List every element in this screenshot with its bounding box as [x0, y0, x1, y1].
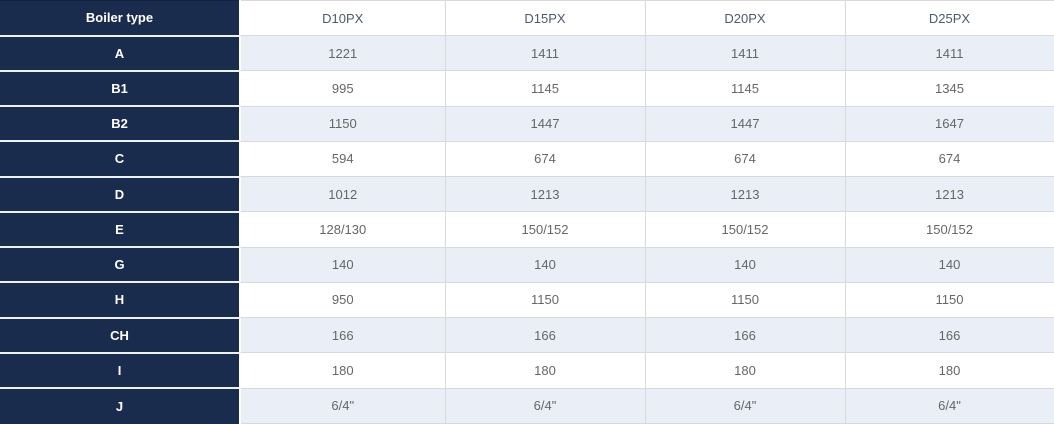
row-label-c: C	[0, 141, 241, 178]
cell-c-d15px: 674	[444, 140, 646, 178]
cell-j-d20px: 6/4"	[644, 387, 846, 424]
table-row-ch: CH 166 166 166 166	[0, 317, 1054, 354]
row-label-a: A	[0, 35, 241, 72]
cell-e-d25px: 150/152	[844, 211, 1054, 248]
table-row-b1: B1 995 1145 1145 1345	[0, 70, 1054, 108]
cell-b2-d20px: 1447	[644, 105, 846, 142]
row-label-e: E	[0, 211, 241, 249]
cell-c-d10px: 594	[239, 140, 446, 178]
cell-h-d20px: 1150	[644, 281, 846, 319]
cell-b2-d10px: 1150	[239, 105, 446, 142]
row-label-g: G	[0, 247, 241, 284]
table-row-d: D 1012 1213 1213 1213	[0, 176, 1054, 213]
row-label-ch: CH	[0, 317, 241, 354]
table-row-e: E 128/130 150/152 150/152 150/152	[0, 211, 1054, 249]
cell-a-d10px: 1221	[239, 34, 446, 72]
corner-header-boiler-type: Boiler type	[0, 0, 241, 37]
cell-ch-d15px: 166	[444, 317, 646, 354]
cell-h-d10px: 950	[239, 281, 446, 319]
cell-b2-d25px: 1647	[844, 105, 1054, 142]
cell-d-d25px: 1213	[844, 176, 1054, 213]
table-row-h: H 950 1150 1150 1150	[0, 281, 1054, 319]
cell-e-d10px: 128/130	[239, 211, 446, 248]
cell-a-d15px: 1411	[444, 34, 646, 72]
cell-i-d10px: 180	[239, 352, 446, 389]
cell-d-d10px: 1012	[239, 176, 446, 213]
cell-h-d25px: 1150	[844, 281, 1054, 319]
cell-b2-d15px: 1447	[444, 105, 646, 142]
cell-d-d15px: 1213	[444, 176, 646, 213]
cell-g-d20px: 140	[644, 246, 846, 283]
column-header-d25px: D25PX	[844, 0, 1054, 36]
cell-i-d25px: 180	[844, 352, 1054, 389]
row-label-b1: B1	[0, 70, 241, 108]
cell-c-d25px: 674	[844, 140, 1054, 178]
row-label-d: D	[0, 176, 241, 213]
table-row-i: I 180 180 180 180	[0, 352, 1054, 390]
cell-b1-d20px: 1145	[644, 70, 846, 107]
cell-ch-d20px: 166	[644, 317, 846, 354]
table-row-g: G 140 140 140 140	[0, 246, 1054, 284]
cell-e-d15px: 150/152	[444, 211, 646, 248]
cell-i-d15px: 180	[444, 352, 646, 389]
column-header-d10px: D10PX	[239, 0, 446, 36]
table-row-c: C 594 674 674 674	[0, 140, 1054, 178]
cell-c-d20px: 674	[644, 140, 846, 178]
table-row-b2: B2 1150 1447 1447 1647	[0, 105, 1054, 143]
cell-ch-d10px: 166	[239, 317, 446, 354]
cell-ch-d25px: 166	[844, 317, 1054, 354]
cell-b1-d15px: 1145	[444, 70, 646, 107]
table-row-j: J 6/4" 6/4" 6/4" 6/4"	[0, 387, 1054, 424]
cell-i-d20px: 180	[644, 352, 846, 389]
row-label-b2: B2	[0, 106, 241, 143]
cell-a-d20px: 1411	[644, 34, 846, 72]
cell-j-d10px: 6/4"	[239, 387, 446, 424]
row-label-i: I	[0, 352, 241, 390]
cell-j-d15px: 6/4"	[444, 387, 646, 424]
cell-j-d25px: 6/4"	[844, 387, 1054, 424]
cell-a-d25px: 1411	[844, 34, 1054, 72]
cell-h-d15px: 1150	[444, 281, 646, 319]
cell-d-d20px: 1213	[644, 176, 846, 213]
row-label-j: J	[0, 388, 241, 424]
column-header-d20px: D20PX	[644, 0, 846, 36]
header-row: Boiler type D10PX D15PX D20PX D25PX	[0, 0, 1054, 37]
cell-b1-d10px: 995	[239, 70, 446, 107]
table-row-a: A 1221 1411 1411 1411	[0, 34, 1054, 72]
row-label-h: H	[0, 282, 241, 319]
cell-g-d25px: 140	[844, 246, 1054, 283]
cell-b1-d25px: 1345	[844, 70, 1054, 107]
cell-g-d15px: 140	[444, 246, 646, 283]
cell-e-d20px: 150/152	[644, 211, 846, 248]
cell-g-d10px: 140	[239, 246, 446, 283]
column-header-d15px: D15PX	[444, 0, 646, 36]
